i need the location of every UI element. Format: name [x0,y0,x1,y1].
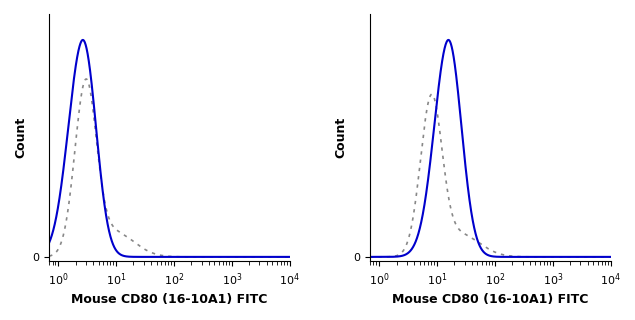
X-axis label: Mouse CD80 (16-10A1) FITC: Mouse CD80 (16-10A1) FITC [392,293,589,306]
Y-axis label: Count: Count [335,117,348,158]
X-axis label: Mouse CD80 (16-10A1) FITC: Mouse CD80 (16-10A1) FITC [71,293,267,306]
Y-axis label: Count: Count [14,117,27,158]
